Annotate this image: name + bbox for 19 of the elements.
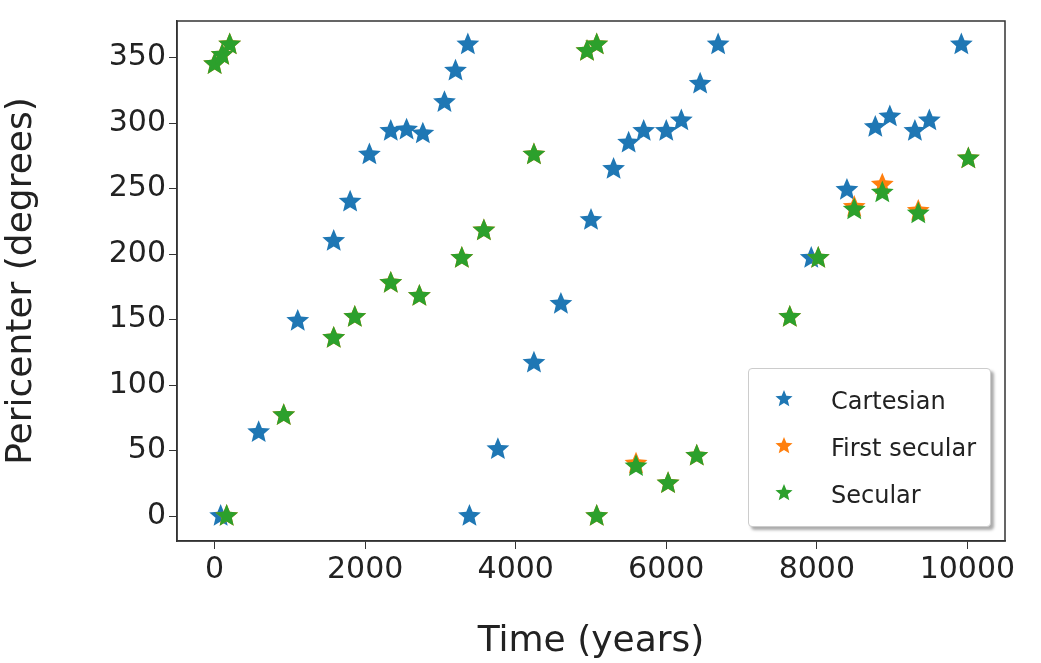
legend-label: Cartesian: [831, 386, 946, 415]
x-tick-label: 6000: [628, 549, 705, 585]
legend-label: First secular: [831, 433, 977, 462]
y-tick-label: 0: [146, 495, 166, 531]
x-tick-label: 2000: [327, 549, 404, 585]
y-axis-title: Pericenter (degrees): [0, 97, 39, 465]
x-tick-label: 0: [205, 549, 225, 585]
y-tick-label: 50: [127, 430, 166, 466]
x-tick-label: 4000: [477, 549, 554, 585]
y-tick-label: 300: [108, 102, 166, 138]
x-tick-label: 8000: [778, 549, 855, 585]
y-tick-label: 200: [108, 233, 166, 269]
y-tick-label: 350: [108, 37, 166, 73]
x-tick-label: 10000: [919, 549, 1016, 585]
legend-label: Secular: [831, 480, 921, 509]
y-tick-label: 150: [108, 299, 166, 335]
x-axis-title: Time (years): [476, 617, 705, 659]
y-tick-label: 100: [108, 364, 166, 400]
y-tick-label: 250: [108, 168, 166, 204]
